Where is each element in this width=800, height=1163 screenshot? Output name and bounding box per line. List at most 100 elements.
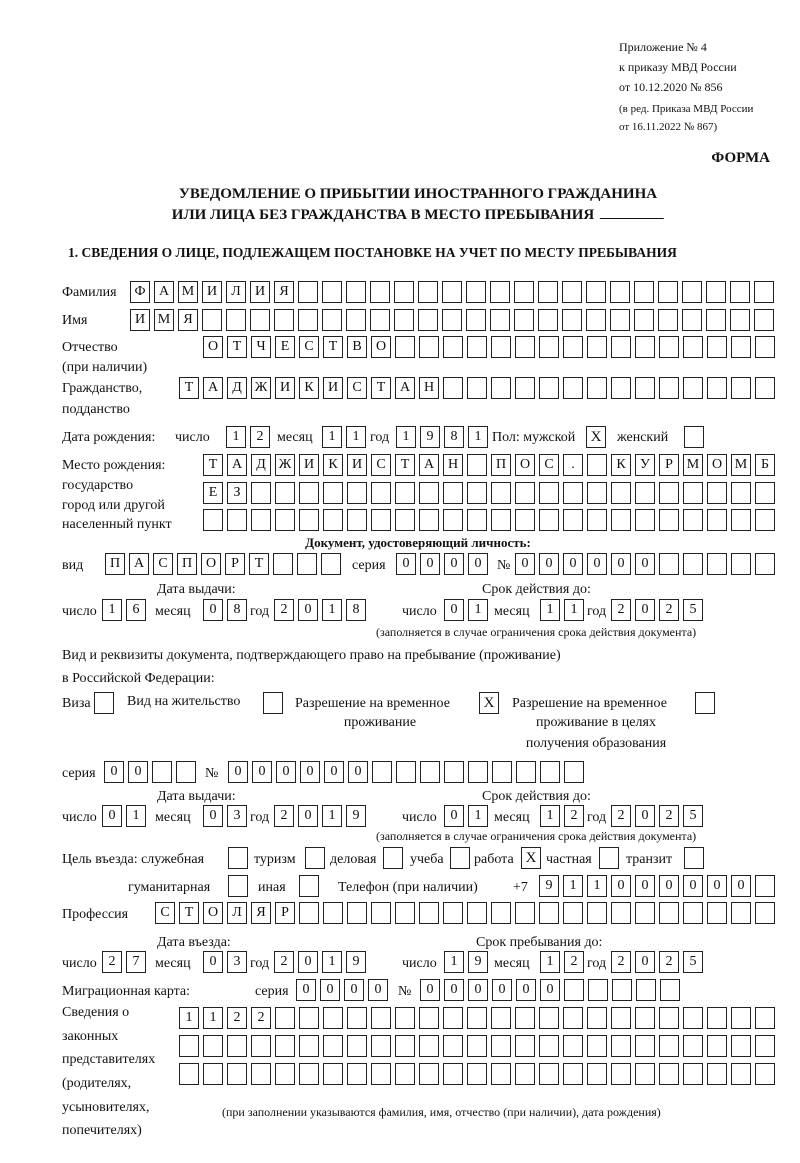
char-box[interactable] [563,377,583,399]
char-box[interactable]: О [203,336,223,358]
char-box[interactable] [587,1063,607,1085]
char-box[interactable] [563,509,583,531]
char-box[interactable]: 2 [564,805,584,827]
char-box[interactable]: 1 [226,426,246,448]
char-box[interactable] [635,902,655,924]
char-box[interactable] [683,336,703,358]
char-box[interactable] [275,1007,295,1029]
char-box[interactable] [347,1007,367,1029]
char-box[interactable] [299,1035,319,1057]
char-box[interactable]: Н [443,454,463,476]
char-box[interactable]: Ж [275,454,295,476]
char-box[interactable]: 0 [396,553,416,575]
char-box[interactable]: 0 [102,805,122,827]
char-box[interactable] [706,309,726,331]
char-box[interactable]: Я [274,281,294,303]
char-box[interactable]: Б [755,454,775,476]
char-box[interactable] [323,1035,343,1057]
char-box[interactable]: С [153,553,173,575]
char-box[interactable]: 1 [322,805,342,827]
char-box[interactable] [587,509,607,531]
char-box[interactable] [467,377,487,399]
char-box[interactable]: 8 [444,426,464,448]
char-box[interactable]: 0 [203,599,223,621]
char-box[interactable]: П [177,553,197,575]
char-box[interactable]: К [323,454,343,476]
char-box[interactable]: С [371,454,391,476]
char-box[interactable] [636,979,656,1001]
char-box[interactable] [179,1035,199,1057]
char-box[interactable] [564,979,584,1001]
char-box[interactable] [707,509,727,531]
representatives-field-row-2[interactable] [179,1035,775,1057]
char-box[interactable]: 0 [444,553,464,575]
char-box[interactable]: 3 [227,805,247,827]
char-box[interactable] [730,309,750,331]
char-box[interactable]: Т [323,336,343,358]
char-box[interactable] [443,482,463,504]
char-box[interactable] [419,482,439,504]
char-box[interactable]: 1 [587,875,607,897]
char-box[interactable]: 0 [344,979,364,1001]
char-box[interactable] [468,761,488,783]
char-box[interactable] [514,309,534,331]
char-box[interactable] [731,336,751,358]
char-box[interactable]: 0 [659,875,679,897]
char-box[interactable] [658,309,678,331]
char-box[interactable] [395,1063,415,1085]
char-box[interactable]: 0 [228,761,248,783]
char-box[interactable] [202,309,222,331]
purpose-service-checkbox[interactable] [228,847,248,869]
char-box[interactable] [587,336,607,358]
purpose-work-checkbox[interactable]: X [521,847,541,869]
char-box[interactable] [152,761,172,783]
char-box[interactable]: 0 [276,761,296,783]
char-box[interactable]: А [129,553,149,575]
char-box[interactable]: 2 [251,1007,271,1029]
edu-residence-checkbox[interactable] [695,692,715,714]
char-box[interactable]: И [275,377,295,399]
char-box[interactable] [660,979,680,1001]
char-box[interactable] [275,1035,295,1057]
char-box[interactable] [755,553,775,575]
char-box[interactable] [538,281,558,303]
char-box[interactable]: 0 [563,553,583,575]
char-box[interactable]: О [707,454,727,476]
char-box[interactable]: 0 [324,761,344,783]
char-box[interactable] [491,902,511,924]
char-box[interactable] [539,336,559,358]
char-box[interactable]: 0 [368,979,388,1001]
char-box[interactable]: 9 [539,875,559,897]
char-box[interactable] [227,1063,247,1085]
char-box[interactable] [371,902,391,924]
char-box[interactable] [755,482,775,504]
char-box[interactable] [515,1063,535,1085]
char-box[interactable]: И [323,377,343,399]
char-box[interactable] [587,902,607,924]
char-box[interactable]: 0 [300,761,320,783]
char-box[interactable]: 0 [635,553,655,575]
char-box[interactable]: 0 [635,875,655,897]
char-box[interactable]: 0 [516,979,536,1001]
char-box[interactable] [539,1007,559,1029]
char-box[interactable]: 0 [707,875,727,897]
char-box[interactable]: 1 [396,426,416,448]
char-box[interactable] [635,509,655,531]
char-box[interactable]: . [563,454,583,476]
char-box[interactable]: О [371,336,391,358]
char-box[interactable] [274,309,294,331]
char-box[interactable] [683,1007,703,1029]
char-box[interactable] [515,509,535,531]
char-box[interactable] [755,509,775,531]
